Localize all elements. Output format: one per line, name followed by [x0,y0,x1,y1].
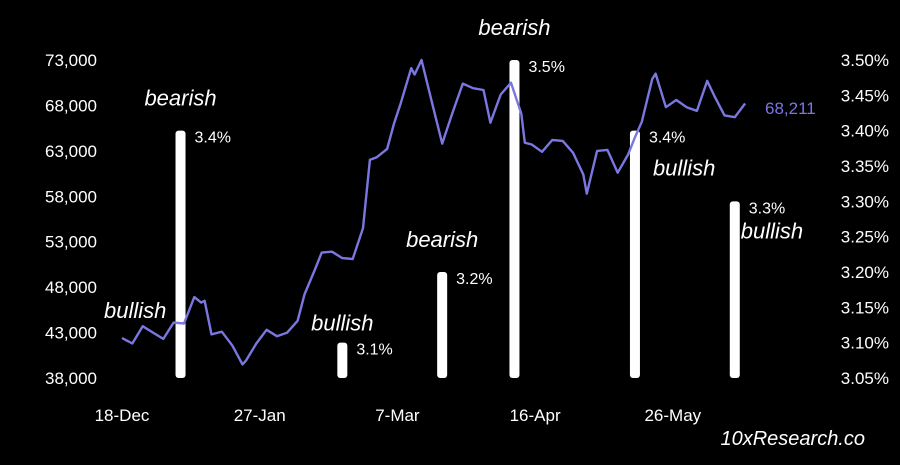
left-tick-label: 73,000 [45,51,97,70]
bar-value-label: 3.2% [456,271,492,288]
left-tick-label: 63,000 [45,142,97,161]
right-tick-label: 3.10% [841,334,889,353]
bar-annotation: bearish [144,86,216,111]
x-tick-label: 26-May [644,406,701,425]
right-tick-label: 3.25% [841,228,889,247]
left-tick-label: 58,000 [45,187,97,206]
x-tick-label: 16-Apr [510,406,561,425]
x-tick-label: 27-Jan [234,406,286,425]
bar [175,130,186,378]
last-value-label: 68,211 [765,99,816,118]
right-tick-label: 3.50% [841,51,889,70]
right-axis: 3.50% 3.45% 3.40% 3.35% 3.30% 3.25% 3.20% 3.15%… [841,51,889,388]
bar [437,272,448,378]
bar-value-label: 3.3% [749,200,785,217]
left-tick-label: 48,000 [45,278,97,297]
right-tick-label: 3.35% [841,157,889,176]
bar-value-label: 3.4% [195,130,231,147]
bar-value-label: 3.4% [649,130,685,147]
left-axis: 73,000 68,000 63,000 58,000 53,000 48,000 43,0… [45,51,97,388]
left-tick-label: 43,000 [45,324,97,343]
bar [729,201,740,378]
bar [337,342,348,378]
right-tick-label: 3.05% [841,369,889,388]
left-tick-label: 53,000 [45,233,97,252]
free-annotation: bullish [104,298,166,323]
x-tick-label: 18-Dec [95,406,150,425]
x-tick-label: 7-Mar [375,406,420,425]
price-line [121,58,747,366]
bar-annotation: bullish [741,218,803,243]
right-tick-label: 3.15% [841,298,889,317]
x-axis: 18-Dec 27-Jan 7-Mar 16-Apr 26-May [95,406,702,425]
left-tick-label: 68,000 [45,96,97,115]
right-tick-label: 3.30% [841,192,889,211]
bar-annotation: bearish [478,15,550,40]
right-tick-label: 3.40% [841,122,889,141]
bar-annotation: bullish [653,156,715,181]
bar-annotation: bearish [406,227,478,252]
bar-annotation: bullish [311,311,373,336]
bar-labels: 3.4% bearish 3.1% bullish 3.2% bearish 3.5% bea… [104,15,803,359]
left-tick-label: 38,000 [45,369,97,388]
right-tick-label: 3.45% [841,86,889,105]
bars [175,60,740,378]
bar [629,130,640,378]
bar-value-label: 3.5% [528,59,564,76]
source-label: 10xResearch.co [720,428,865,450]
right-tick-label: 3.20% [841,263,889,282]
bar [509,60,520,378]
bar-value-label: 3.1% [356,342,392,359]
